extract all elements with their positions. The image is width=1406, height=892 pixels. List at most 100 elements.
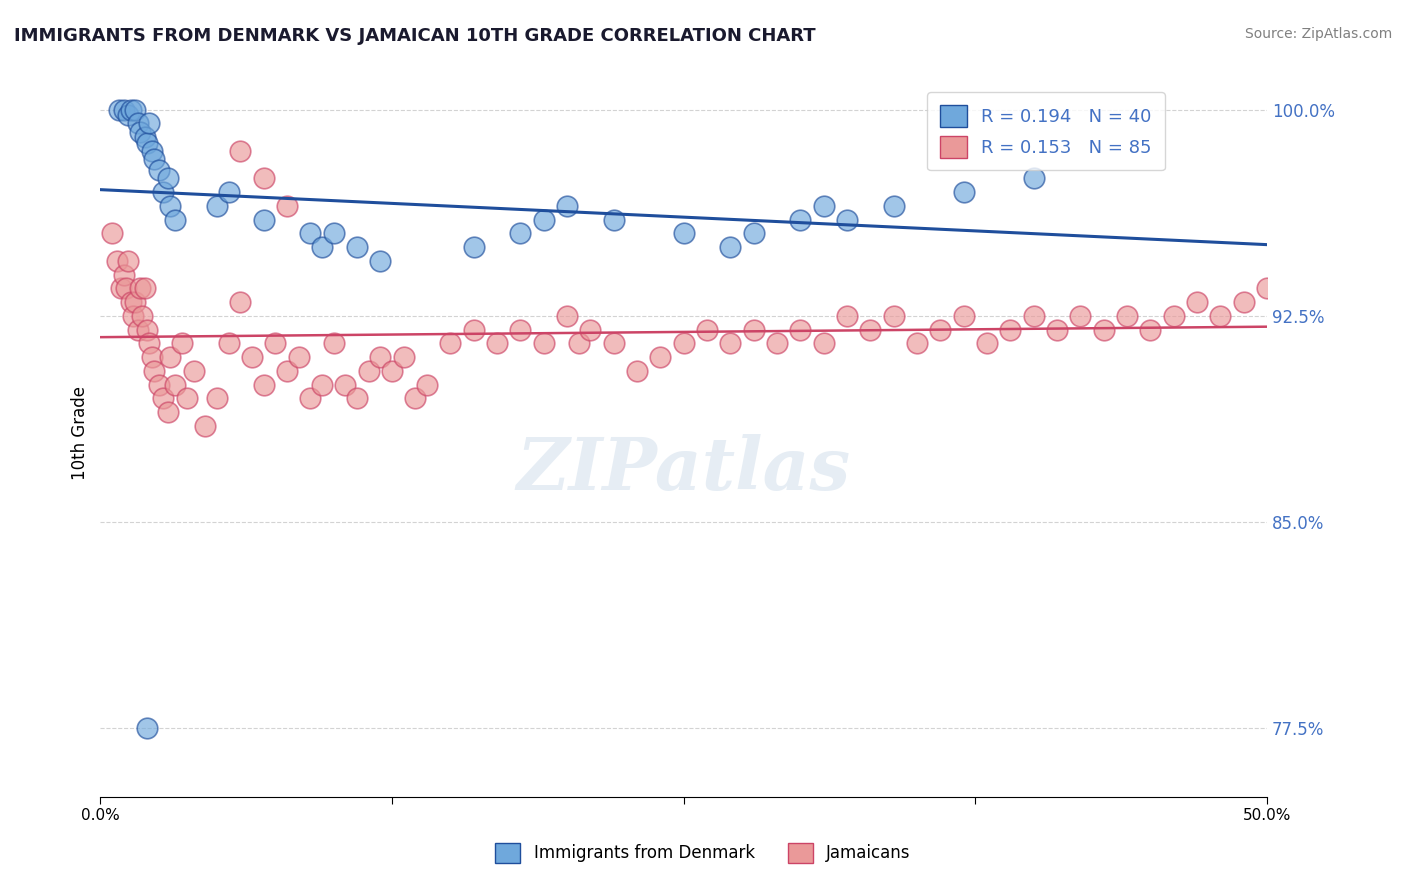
Point — [311, 377, 333, 392]
Point — [108, 103, 131, 117]
Point — [696, 322, 718, 336]
Point — [766, 336, 789, 351]
Text: ZIPatlas: ZIPatlas — [516, 434, 851, 505]
Point — [218, 336, 240, 351]
Point — [672, 227, 695, 241]
Point — [129, 125, 152, 139]
Y-axis label: 10th Grade: 10th Grade — [72, 385, 89, 480]
Point — [163, 212, 186, 227]
Point — [112, 268, 135, 282]
Point — [136, 136, 159, 150]
Point — [1000, 322, 1022, 336]
Point — [509, 322, 531, 336]
Point — [105, 253, 128, 268]
Point — [905, 336, 928, 351]
Point — [1185, 295, 1208, 310]
Point — [533, 212, 555, 227]
Point — [346, 240, 368, 254]
Point — [136, 721, 159, 735]
Point — [1022, 171, 1045, 186]
Point — [555, 309, 578, 323]
Point — [253, 171, 276, 186]
Point — [299, 227, 322, 241]
Point — [976, 336, 998, 351]
Point — [138, 336, 160, 351]
Point — [264, 336, 287, 351]
Point — [124, 295, 146, 310]
Point — [952, 309, 974, 323]
Point — [159, 350, 181, 364]
Point — [176, 391, 198, 405]
Point — [1092, 322, 1115, 336]
Point — [127, 116, 149, 130]
Point — [463, 322, 485, 336]
Point — [346, 391, 368, 405]
Point — [1209, 309, 1232, 323]
Point — [124, 103, 146, 117]
Point — [1069, 309, 1091, 323]
Point — [253, 212, 276, 227]
Point — [183, 364, 205, 378]
Point — [229, 144, 252, 158]
Text: IMMIGRANTS FROM DENMARK VS JAMAICAN 10TH GRADE CORRELATION CHART: IMMIGRANTS FROM DENMARK VS JAMAICAN 10TH… — [14, 27, 815, 45]
Point — [883, 199, 905, 213]
Point — [299, 391, 322, 405]
Point — [368, 253, 391, 268]
Point — [813, 199, 835, 213]
Point — [127, 322, 149, 336]
Point — [650, 350, 672, 364]
Point — [148, 377, 170, 392]
Point — [368, 350, 391, 364]
Point — [381, 364, 404, 378]
Point — [568, 336, 591, 351]
Point — [143, 364, 166, 378]
Point — [115, 281, 138, 295]
Point — [156, 405, 179, 419]
Point — [533, 336, 555, 351]
Point — [485, 336, 508, 351]
Point — [170, 336, 193, 351]
Point — [742, 227, 765, 241]
Point — [463, 240, 485, 254]
Point — [602, 336, 624, 351]
Point — [253, 377, 276, 392]
Point — [1046, 322, 1069, 336]
Point — [229, 295, 252, 310]
Point — [416, 377, 439, 392]
Point — [789, 212, 811, 227]
Point — [626, 364, 648, 378]
Point — [883, 309, 905, 323]
Point — [120, 295, 142, 310]
Point — [287, 350, 309, 364]
Point — [205, 199, 228, 213]
Point — [859, 322, 882, 336]
Point — [322, 336, 344, 351]
Point — [1256, 281, 1278, 295]
Point — [813, 336, 835, 351]
Legend: R = 0.194   N = 40, R = 0.153   N = 85: R = 0.194 N = 40, R = 0.153 N = 85 — [927, 92, 1164, 170]
Point — [392, 350, 415, 364]
Point — [205, 391, 228, 405]
Point — [276, 199, 298, 213]
Point — [156, 171, 179, 186]
Point — [194, 418, 217, 433]
Point — [141, 350, 163, 364]
Point — [742, 322, 765, 336]
Point — [101, 227, 124, 241]
Point — [141, 144, 163, 158]
Point — [789, 322, 811, 336]
Point — [122, 309, 145, 323]
Point — [357, 364, 380, 378]
Point — [159, 199, 181, 213]
Point — [439, 336, 461, 351]
Point — [579, 322, 602, 336]
Point — [602, 212, 624, 227]
Point — [718, 240, 741, 254]
Point — [240, 350, 263, 364]
Point — [138, 116, 160, 130]
Point — [952, 185, 974, 199]
Point — [311, 240, 333, 254]
Point — [672, 336, 695, 351]
Point — [152, 391, 174, 405]
Point — [131, 309, 153, 323]
